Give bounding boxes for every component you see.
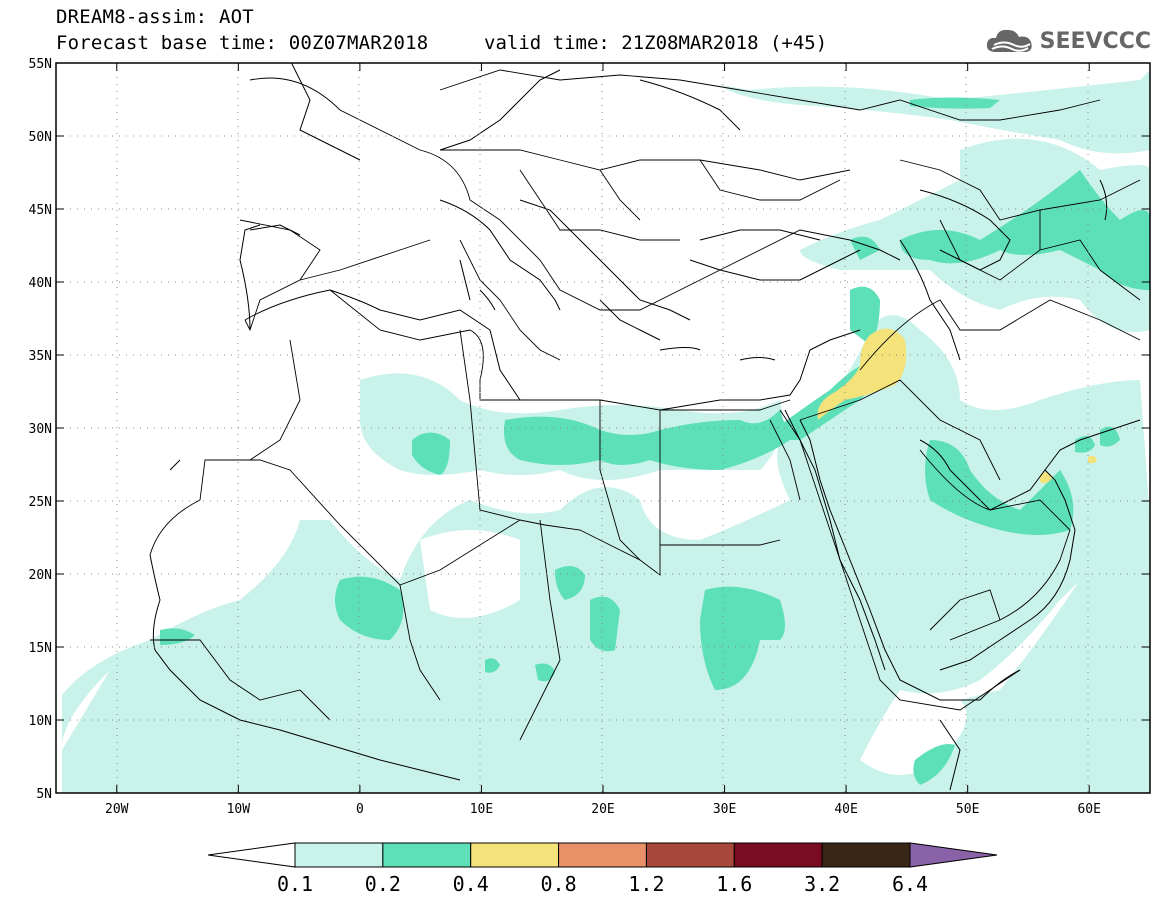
lon-tick-label: 50E — [956, 802, 979, 817]
colorbar-swatch — [470, 842, 560, 868]
colorbar-under-triangle — [207, 842, 296, 868]
lat-tick-label: 45N — [29, 203, 52, 218]
aot-band-0.4 — [817, 328, 1097, 484]
logo-text: SEEVCCC — [1039, 28, 1151, 54]
seevccc-logo: SEEVCCC — [984, 26, 1151, 56]
lon-tick-label: 20W — [105, 802, 129, 817]
coastlines — [149, 63, 1141, 791]
lat-tick-label: 10N — [29, 714, 52, 729]
lon-tick-label: 40E — [834, 802, 857, 817]
colorbar-label: 0.4 — [452, 872, 489, 896]
lon-tick-label: 0 — [356, 802, 364, 817]
graticule — [56, 63, 1150, 793]
lon-tick-label: 20E — [591, 802, 614, 817]
colorbar-label: 0.2 — [364, 872, 401, 896]
lat-tick-label: 55N — [29, 57, 52, 72]
lat-tick-label: 25N — [29, 495, 52, 510]
lon-tick-label: 60E — [1077, 802, 1100, 817]
lat-tick-label: 35N — [29, 349, 52, 364]
axis-ticks: 55N 50N 45N 40N 35N 30N 25N 20N 15N 10N 5N 20W 10W 0 1… — [29, 57, 1150, 817]
lon-tick-label: 10W — [227, 802, 251, 817]
colorbar-swatch — [294, 842, 384, 868]
colorbar-swatch — [645, 842, 735, 868]
lat-tick-label: 20N — [29, 568, 52, 583]
lon-tick-label: 10E — [470, 802, 493, 817]
colorbar-swatch — [821, 842, 911, 868]
colorbar-swatch — [382, 842, 472, 868]
lon-tick-label: 30E — [713, 802, 736, 817]
lat-tick-label: 15N — [29, 641, 52, 656]
colorbar-swatch — [733, 842, 823, 868]
lat-tick-label: 30N — [29, 422, 52, 437]
lat-tick-label: 50N — [29, 130, 52, 145]
cloud-icon — [986, 29, 1032, 52]
colorbar-label: 3.2 — [804, 872, 841, 896]
lat-tick-label: 5N — [36, 787, 52, 802]
colorbar-label: 6.4 — [891, 872, 929, 896]
colorbar-label: 0.8 — [540, 872, 577, 896]
forecast-base-time: Forecast base time: 00Z07MAR2018 — [56, 32, 429, 54]
colorbar — [207, 842, 998, 868]
colorbar-label: 1.6 — [716, 872, 753, 896]
colorbar-label: 0.1 — [276, 872, 314, 896]
valid-time: valid time: 21Z08MAR2018 (+45) — [484, 32, 828, 54]
colorbar-swatch — [558, 842, 647, 868]
lat-tick-label: 40N — [29, 276, 52, 291]
colorbar-over-triangle — [909, 842, 998, 868]
colorbar-label: 1.2 — [628, 872, 665, 896]
map-title: DREAM8-assim: AOT — [56, 6, 254, 28]
